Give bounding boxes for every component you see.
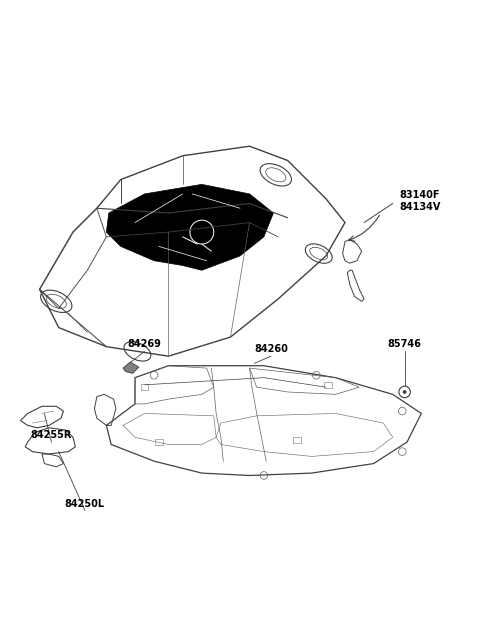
Circle shape — [403, 390, 407, 394]
Text: 85746: 85746 — [388, 339, 421, 349]
Bar — [293, 437, 301, 443]
Text: 83140F
84134V: 83140F 84134V — [400, 190, 441, 212]
Circle shape — [399, 386, 410, 398]
Bar — [155, 439, 163, 445]
Text: 84269: 84269 — [128, 339, 161, 349]
Text: 84250L: 84250L — [65, 499, 105, 509]
Polygon shape — [107, 184, 274, 270]
Text: 84260: 84260 — [254, 344, 288, 354]
Polygon shape — [123, 362, 139, 373]
Text: 84255R: 84255R — [31, 430, 72, 439]
Bar — [324, 382, 332, 388]
Bar — [141, 384, 148, 390]
